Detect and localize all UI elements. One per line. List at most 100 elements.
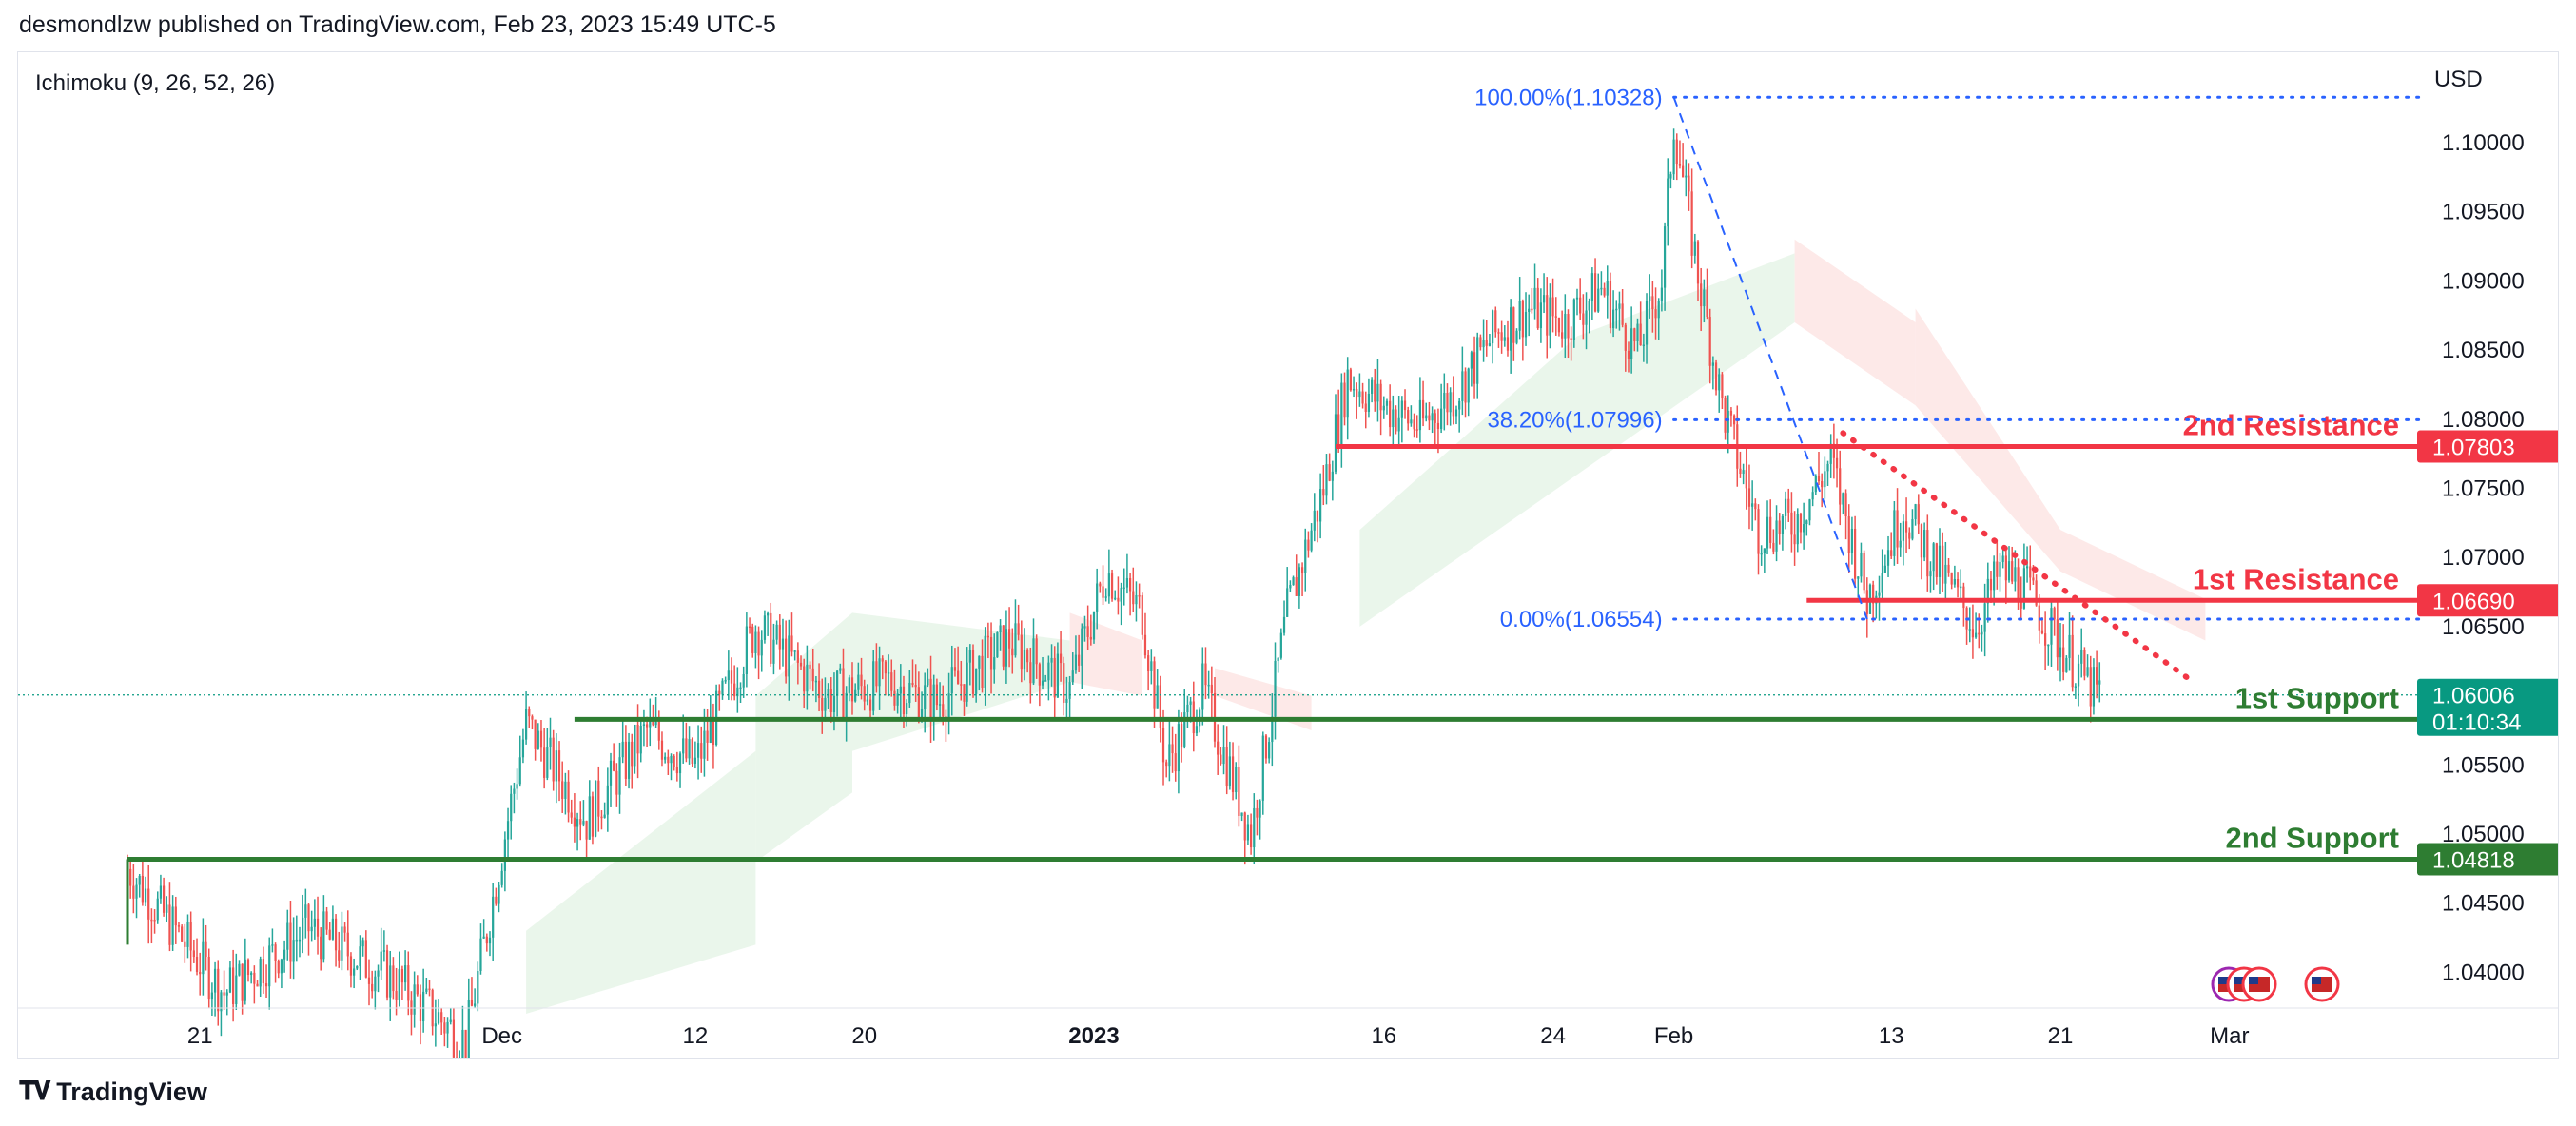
candle-body [1358, 391, 1361, 398]
candle-body [202, 941, 205, 975]
candle-body [1497, 332, 1500, 334]
candle-body [649, 719, 652, 728]
candle-body [1407, 410, 1410, 424]
candle-body [295, 939, 298, 942]
candle [1896, 488, 1899, 564]
candle-body [947, 693, 950, 721]
candle [1195, 709, 1199, 737]
candle-body [356, 965, 359, 969]
candle [570, 799, 573, 824]
candle [184, 923, 186, 963]
candle [1107, 549, 1110, 604]
candle-body [772, 639, 775, 664]
candle-body [1893, 510, 1896, 556]
level-price-tag-bg [2417, 843, 2558, 876]
candle [1217, 724, 1220, 775]
candle-body [634, 724, 636, 767]
candle [1207, 670, 1210, 699]
candle-body [712, 719, 715, 746]
candle [1340, 373, 1343, 468]
candle [890, 659, 893, 697]
candle-body [1633, 328, 1636, 341]
candle [464, 1029, 467, 1058]
candle [1938, 528, 1942, 594]
candle-body [166, 904, 168, 913]
candle [419, 984, 422, 1045]
candle-body [506, 821, 510, 840]
candle [428, 980, 431, 997]
candle-body [730, 670, 733, 684]
event-badge[interactable] [2304, 966, 2340, 1002]
candle [1128, 573, 1132, 616]
candle-body [1621, 303, 1624, 325]
candle-body [150, 919, 153, 922]
chart-pane[interactable]: 2nd Resistance 1st Resistance 1st Support 2… [17, 51, 2559, 1059]
candle-body [866, 699, 868, 702]
tradingview-logo[interactable]: 𝐓𝐕 TradingView [19, 1077, 207, 1107]
candle [1787, 488, 1790, 522]
candle [911, 659, 914, 688]
event-badge[interactable] [2241, 966, 2277, 1002]
candle-body [960, 684, 963, 686]
candle-body [283, 949, 286, 960]
indicator-label[interactable]: Ichimoku (9, 26, 52, 26) [35, 70, 275, 96]
candle [1693, 233, 1696, 264]
candle-body [1071, 670, 1074, 683]
candle-body [1141, 595, 1143, 635]
candle [1246, 814, 1250, 845]
candle [250, 971, 253, 984]
candle [733, 665, 736, 701]
candle [1839, 450, 1842, 526]
candle-body [1639, 323, 1642, 345]
y-tick-label: 1.08000 [2442, 407, 2525, 433]
candle-body [1174, 753, 1177, 772]
candle-body [1392, 409, 1395, 428]
price-chart[interactable]: 2nd Resistance 1st Resistance 1st Support 2… [18, 52, 2558, 1058]
candle [1881, 549, 1883, 601]
candle [636, 704, 639, 779]
candle [1470, 350, 1473, 387]
candle [1497, 328, 1500, 348]
candle-body [660, 740, 664, 760]
candle-body [129, 868, 132, 886]
candle-body [2047, 644, 2050, 647]
candle [1096, 568, 1099, 630]
candle-body [1379, 383, 1382, 411]
candle [1754, 498, 1757, 521]
last-price-tag-text: 1.06006 [2432, 684, 2515, 709]
candle [1621, 288, 1624, 328]
candle [595, 780, 597, 838]
candle-body [147, 888, 150, 920]
candle-body [268, 945, 271, 987]
candle [1860, 542, 1863, 583]
candle-body [2022, 568, 2026, 609]
candle-body [1669, 174, 1672, 179]
candle [996, 631, 999, 658]
candle-body [1760, 553, 1763, 555]
candle [1821, 473, 1824, 508]
candle [440, 1008, 443, 1035]
candle-body [1878, 592, 1881, 596]
candle-body [911, 682, 914, 686]
cloud-segment-6 [1577, 253, 1795, 475]
candle [353, 958, 356, 989]
candle [546, 728, 549, 781]
candle [467, 978, 470, 1058]
candle-body [1745, 470, 1747, 489]
candle-body [678, 753, 682, 774]
candle-body [785, 638, 788, 677]
candle [555, 733, 557, 804]
candle-body [1440, 408, 1443, 430]
candle-body [1663, 226, 1667, 288]
candle-body [2068, 634, 2071, 658]
candle-body [1944, 564, 1947, 584]
candle [1014, 599, 1017, 658]
candle-body [1063, 663, 1065, 703]
candle [1249, 813, 1253, 855]
candle-body [1611, 309, 1615, 329]
candle-body [1512, 307, 1515, 343]
candle [1633, 327, 1636, 352]
candle [914, 664, 917, 702]
candle-body [1883, 565, 1886, 573]
candle-body [359, 946, 361, 966]
